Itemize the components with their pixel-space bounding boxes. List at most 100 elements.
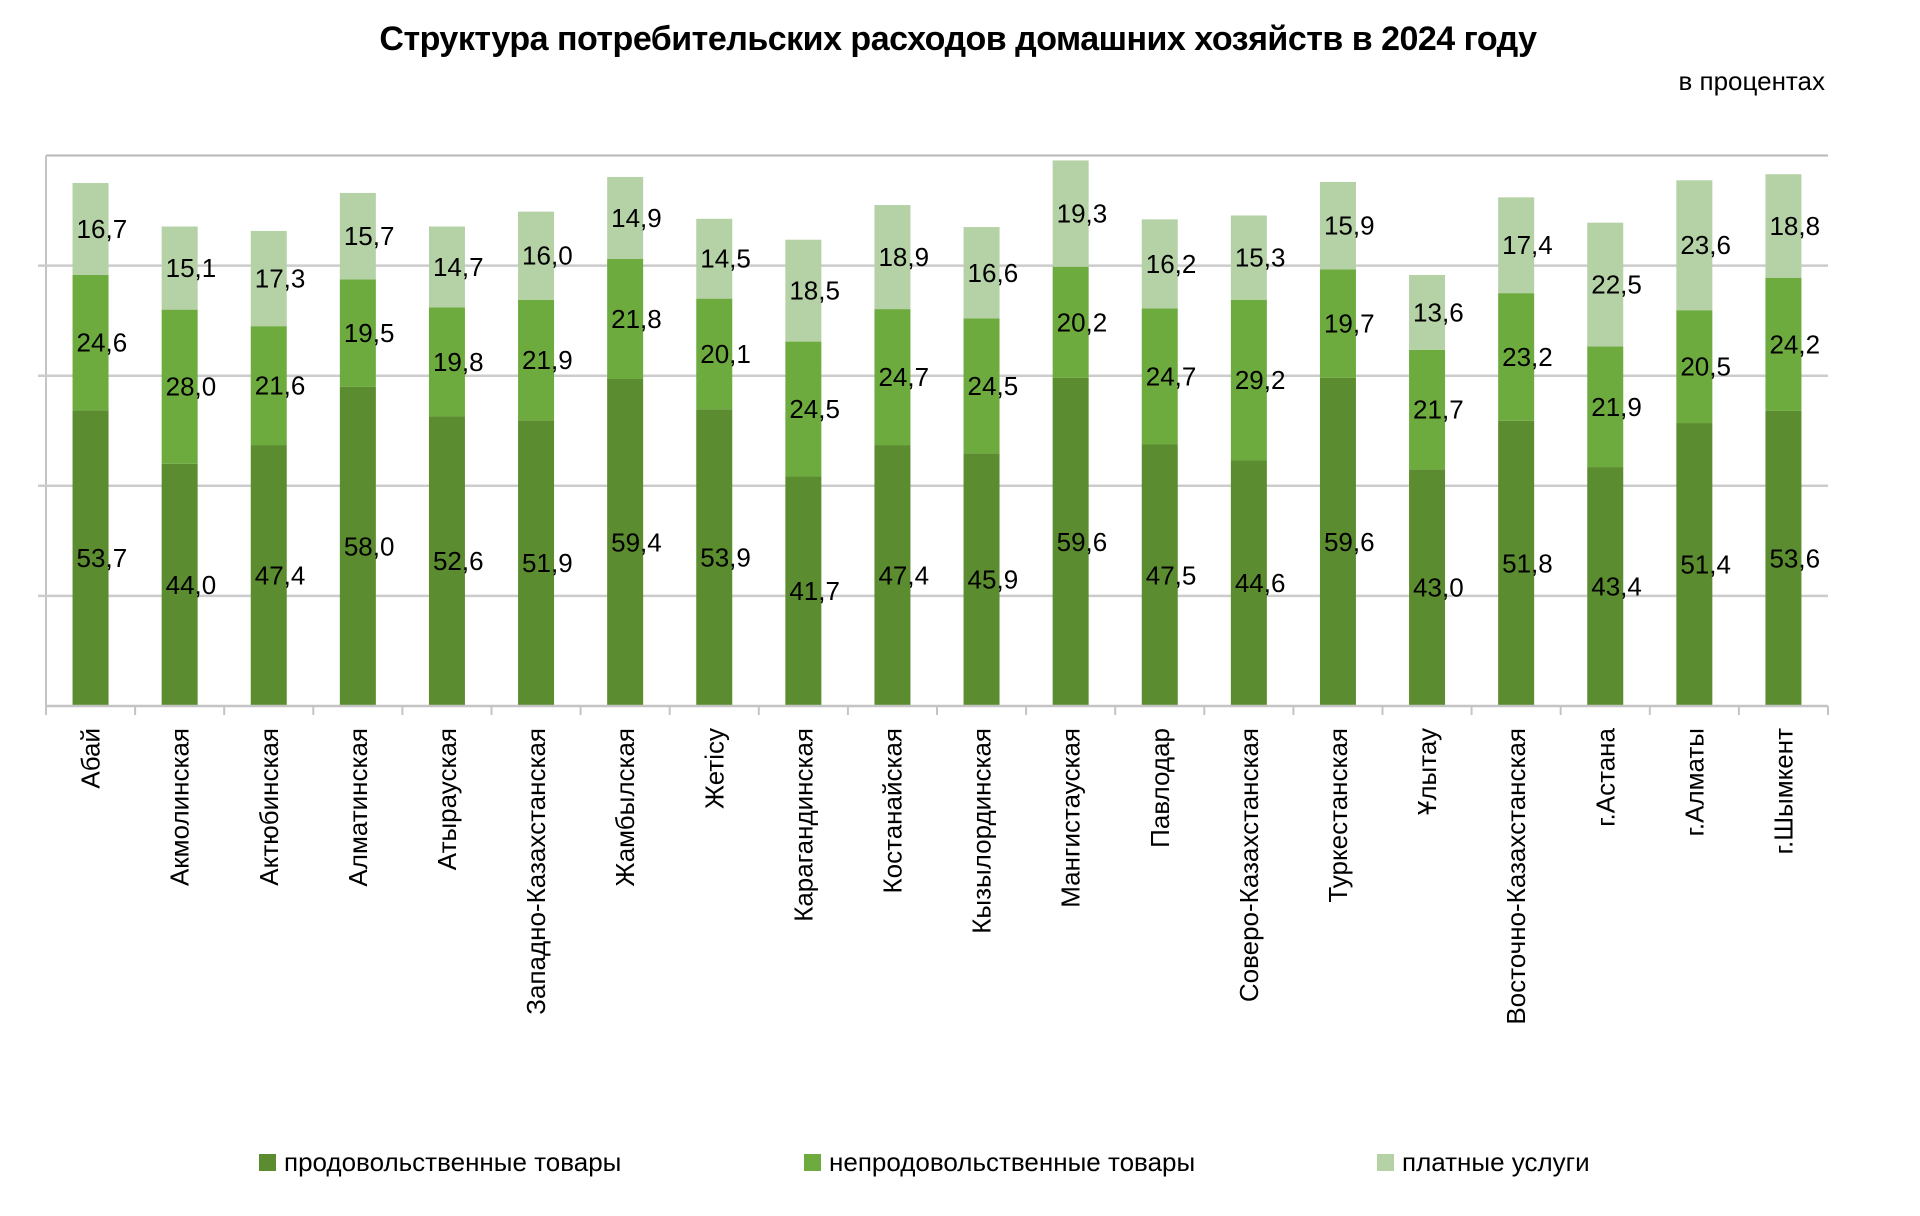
bar-segment (1409, 349, 1446, 470)
data-label: 16,7 (77, 214, 128, 244)
x-tick-label: Восточно-Казахстанская (1501, 728, 1531, 1025)
x-tick-label: Западно-Казахстанская (521, 728, 551, 1015)
bar-segment (1141, 219, 1178, 309)
data-label: 15,1 (166, 253, 217, 283)
data-label: 22,5 (1591, 270, 1642, 300)
data-label: 14,9 (611, 203, 662, 233)
data-label: 53,9 (700, 543, 751, 573)
data-label: 18,5 (789, 276, 840, 306)
bar-segment (1676, 180, 1713, 311)
data-label: 45,9 (968, 565, 1019, 595)
chart-title-text: Структура потребительских расходов домаш… (379, 20, 1537, 58)
legend: продовольственные товары непродовольстве… (0, 1147, 1920, 1179)
data-label: 58,0 (344, 531, 395, 561)
bar-segment (1319, 377, 1356, 706)
bar-segment (1409, 469, 1446, 706)
data-label: 13,6 (1413, 297, 1464, 327)
data-label: 15,7 (344, 221, 395, 251)
data-label: 19,5 (344, 318, 395, 348)
bar-segment (1498, 197, 1535, 294)
bar-segment (963, 453, 1000, 706)
data-label: 24,6 (77, 328, 128, 358)
data-label: 20,5 (1680, 352, 1731, 382)
data-label: 53,6 (1769, 543, 1820, 573)
bar-segment (339, 279, 376, 387)
bar-segment (963, 227, 1000, 319)
bar-segment (428, 416, 465, 706)
x-tick-label: Жетісу (699, 728, 729, 809)
bar-segment (1319, 181, 1356, 270)
x-tick-labels: Абай Акмолинская Актюбинская Алматинская Аты… (76, 727, 1799, 1024)
data-label: 24,5 (968, 371, 1019, 401)
x-tick-label: Абай (76, 728, 106, 789)
bar-segment (1230, 299, 1267, 461)
bar-segment (1141, 308, 1178, 445)
chart-title: Структура потребительских расходов домаш… (0, 20, 1920, 59)
data-label: 24,5 (789, 394, 840, 424)
data-label: 51,8 (1502, 548, 1553, 578)
data-label: 47,4 (255, 561, 306, 591)
data-label: 59,6 (1057, 527, 1108, 557)
data-label: 47,4 (878, 561, 929, 591)
bar-segment (1230, 460, 1267, 706)
data-label: 17,4 (1502, 230, 1553, 260)
legend-item-nonfood: непродовольственные товары (804, 1147, 1195, 1178)
data-label: 59,4 (611, 528, 662, 558)
x-tick-label: г.Алматы (1679, 728, 1709, 836)
x-tick-label: Кызылординская (967, 728, 997, 934)
data-label: 51,4 (1680, 550, 1731, 580)
bar-segment (518, 420, 555, 706)
x-tick-label: г.Шымкент (1768, 728, 1798, 854)
legend-swatch-nonfood (804, 1154, 821, 1171)
bar-segment (72, 183, 109, 275)
data-label: 24,7 (878, 362, 929, 392)
legend-label-services: платные услуги (1402, 1147, 1590, 1177)
bar-segment (1409, 274, 1446, 350)
bar-segment (1587, 346, 1624, 468)
data-label: 44,6 (1235, 568, 1286, 598)
x-tick-label: Туркестанская (1323, 728, 1353, 903)
data-label: 18,9 (878, 242, 929, 272)
data-labels: 53,7 24,6 16,7 44,0 28,0 15,1 47,4 21,6 17,3 58,0… (77, 199, 1821, 607)
data-label: 51,9 (522, 548, 573, 578)
bar-segment (161, 463, 198, 706)
data-label: 16,2 (1146, 249, 1197, 279)
x-tick-label: г.Астана (1590, 727, 1620, 826)
data-label: 24,2 (1769, 329, 1820, 359)
data-label: 15,3 (1235, 243, 1286, 273)
x-tick-label: Акмолинская (165, 728, 195, 886)
bar-segment (785, 476, 822, 706)
chart-subtitle: в процентах (1678, 66, 1825, 96)
x-tick-label: Соверо-Казахстанская (1234, 728, 1264, 1002)
data-label: 47,5 (1146, 560, 1197, 590)
bar-segment (874, 205, 911, 310)
data-label: 15,9 (1324, 211, 1375, 241)
data-label: 20,2 (1057, 307, 1108, 337)
bar-segment (696, 409, 733, 706)
legend-item-food: продовольственные товары (259, 1147, 621, 1178)
bar-segment (785, 239, 822, 342)
legend-swatch-food (259, 1154, 276, 1171)
gridlines (38, 154, 1828, 714)
bar-segment (161, 309, 198, 464)
bar-segment (874, 445, 911, 706)
bar-segment (250, 326, 287, 446)
bar-segment (785, 341, 822, 477)
bar-segment (1587, 222, 1624, 347)
x-axis (45, 704, 1829, 715)
bar-segment (339, 386, 376, 706)
data-label: 23,6 (1680, 230, 1731, 260)
data-label: 43,4 (1591, 572, 1642, 602)
bar-segment (1498, 420, 1535, 706)
data-label: 21,8 (611, 304, 662, 334)
x-tick-label: Ұлытау (1412, 728, 1442, 815)
bar-segment (607, 379, 644, 706)
bar-segment (1765, 410, 1802, 706)
data-label: 23,2 (1502, 342, 1553, 372)
bar-segment (607, 176, 644, 259)
bar-segment (607, 258, 644, 380)
data-label: 29,2 (1235, 365, 1286, 395)
data-label: 24,7 (1146, 362, 1197, 392)
legend-label-food: продовольственные товары (284, 1147, 622, 1177)
bars (72, 160, 1802, 706)
